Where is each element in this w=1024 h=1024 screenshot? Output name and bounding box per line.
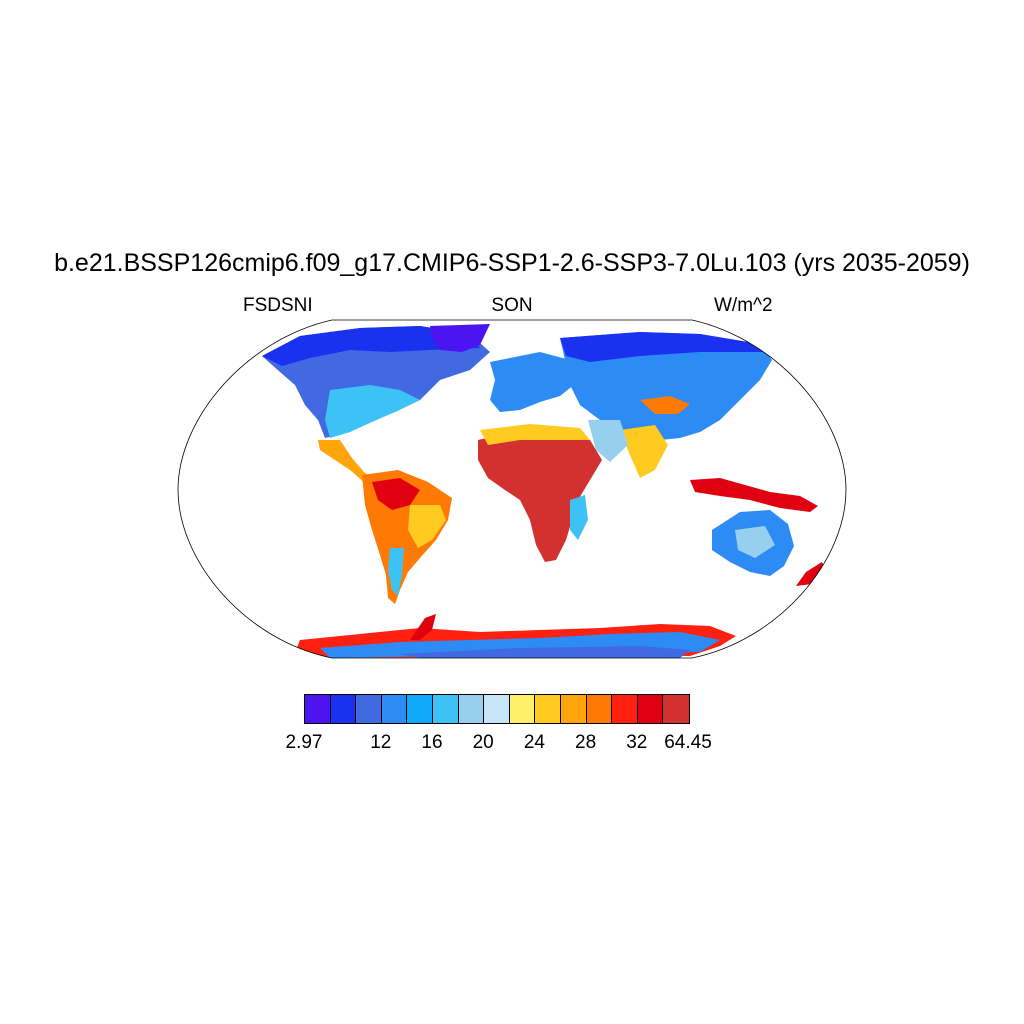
season-label: SON	[491, 295, 533, 316]
colorbar-swatch	[637, 695, 664, 723]
map-boundary	[177, 319, 847, 659]
africa-east-region	[570, 495, 588, 540]
siberia-region	[560, 332, 765, 362]
colorbar-swatch	[509, 695, 536, 723]
variable-label: FSDSNI	[243, 295, 313, 316]
units-label: W/m^2	[714, 295, 773, 316]
africa-region	[478, 430, 602, 562]
colorbar-tick-label: 2.97	[285, 732, 323, 753]
colorbar-tick-label: 64.45	[664, 732, 712, 753]
north-america-south-region	[325, 385, 420, 438]
colorbar-swatch	[612, 695, 638, 723]
colorbar-swatch	[458, 695, 485, 723]
colorbar-swatch	[560, 695, 587, 723]
north-africa-region	[480, 424, 590, 445]
colorbar-tick-label: 24	[523, 732, 545, 753]
new-zealand-region	[796, 562, 826, 586]
middle-east-region	[588, 420, 628, 462]
antarctic-peninsula-region	[410, 614, 436, 640]
colorbar-swatch	[330, 695, 357, 723]
colorbar-swatch	[586, 695, 613, 723]
colorbar-swatch	[381, 695, 408, 723]
colorbar	[304, 694, 690, 724]
tibet-region	[640, 396, 690, 414]
antarctica-far-interior-region	[400, 646, 690, 658]
south-asia-region	[620, 425, 668, 478]
colorbar-swatch	[407, 695, 433, 723]
australia-center-region	[735, 526, 775, 558]
brazil-east-region	[408, 505, 446, 548]
plot-title: b.e21.BSSP126cmip6.f09_g17.CMIP6-SSP1-2.…	[54, 249, 970, 277]
arctic-canada-region	[262, 326, 480, 366]
colorbar-swatch	[432, 695, 459, 723]
colorbar-tick-label: 32	[626, 732, 648, 753]
indonesia-region	[690, 478, 818, 512]
colorbar-swatch	[305, 695, 331, 723]
colorbar-swatch	[484, 695, 510, 723]
colorbar-tick-label: 20	[472, 732, 494, 753]
colorbar-swatch	[663, 695, 689, 723]
colorbar-tick-label: 12	[370, 732, 392, 753]
greenland-region	[430, 324, 490, 352]
central-america-region	[318, 440, 374, 484]
colorbar-swatch	[535, 695, 561, 723]
europe-region	[490, 352, 580, 412]
colorbar-tick-label: 28	[575, 732, 597, 753]
south-america-south-region	[388, 548, 404, 596]
colorbar-tick-label: 16	[421, 732, 443, 753]
colorbar-swatch	[356, 695, 382, 723]
amazon-region	[372, 478, 420, 510]
